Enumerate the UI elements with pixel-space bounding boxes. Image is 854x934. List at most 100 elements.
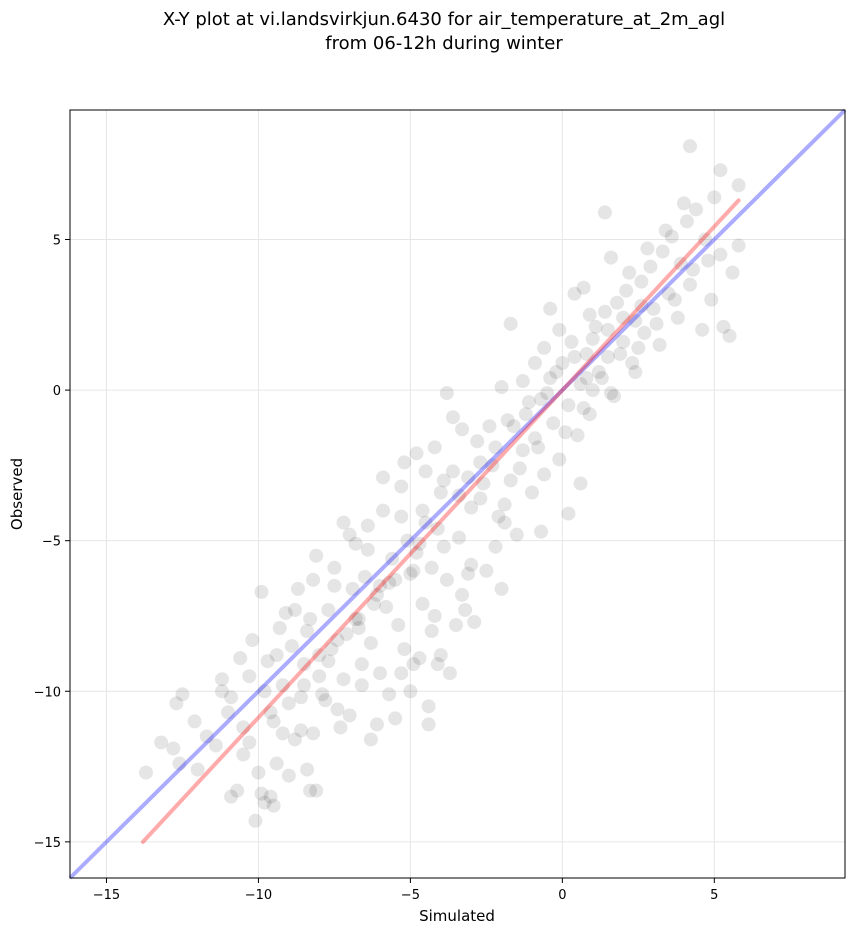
data-point [640, 241, 655, 256]
data-point [652, 337, 667, 352]
data-point [518, 407, 533, 422]
data-point [287, 732, 302, 747]
data-point [306, 726, 321, 741]
data-point [382, 575, 397, 590]
data-point [528, 431, 542, 446]
data-point [549, 365, 564, 380]
data-point [722, 328, 737, 343]
data-point [351, 621, 366, 636]
identity-line [68, 108, 847, 880]
data-point [436, 473, 451, 488]
data-point [655, 244, 670, 259]
data-point [616, 334, 631, 349]
data-point [242, 735, 257, 750]
data-point [376, 470, 391, 485]
data-point [695, 322, 710, 337]
data-point [269, 648, 284, 663]
data-point [415, 596, 430, 611]
reference-lines [68, 108, 847, 880]
data-point [214, 684, 229, 699]
data-point [439, 386, 454, 401]
data-point [214, 672, 229, 687]
data-point [561, 398, 576, 413]
data-point [704, 292, 719, 307]
data-point [552, 322, 567, 337]
data-point [266, 798, 281, 813]
data-point [628, 365, 643, 380]
data-point [275, 678, 290, 693]
data-point [661, 286, 676, 301]
data-point [245, 633, 260, 648]
data-point [312, 669, 327, 684]
data-point [403, 684, 418, 699]
data-point [263, 789, 278, 804]
data-point [458, 602, 473, 617]
data-point [208, 738, 223, 753]
data-point [534, 524, 549, 539]
data-point [394, 479, 409, 494]
data-point [430, 521, 445, 536]
data-point [306, 572, 321, 587]
data-point [339, 627, 354, 642]
data-point [552, 452, 567, 467]
x-tick-label: −5 [401, 888, 420, 903]
data-point [257, 684, 272, 699]
data-point [476, 476, 491, 491]
data-point [485, 458, 500, 473]
data-point [455, 587, 470, 602]
data-point [521, 395, 536, 410]
data-point [537, 340, 552, 355]
data-point [382, 687, 397, 702]
data-point [394, 509, 409, 524]
data-point [366, 596, 381, 611]
y-ticks: −15 −10 −5 0 5 [34, 234, 70, 851]
data-point [646, 301, 661, 316]
x-ticks: −15 −10 −5 0 5 [93, 878, 718, 903]
data-point [500, 413, 515, 428]
data-point [561, 506, 576, 521]
data-point [610, 295, 625, 310]
data-point [622, 265, 637, 280]
data-point [676, 196, 691, 211]
data-point [701, 253, 716, 268]
x-axis-label: Simulated [419, 907, 495, 925]
data-point [224, 789, 239, 804]
data-point [391, 618, 406, 633]
data-point [445, 410, 460, 425]
data-point [628, 313, 643, 328]
data-point [607, 389, 622, 404]
data-point [336, 515, 351, 530]
data-point [582, 407, 597, 422]
data-point [585, 331, 600, 346]
data-point [634, 298, 649, 313]
data-point [494, 380, 509, 395]
x-tick-label: −15 [93, 888, 120, 903]
data-point [321, 654, 336, 669]
data-point [488, 539, 503, 554]
data-point [582, 307, 597, 322]
data-point [613, 346, 628, 361]
regression-line [140, 198, 741, 844]
data-point [461, 566, 476, 581]
data-point [570, 428, 585, 443]
data-point [236, 747, 251, 762]
data-point [236, 720, 251, 735]
data-point [373, 666, 387, 681]
data-point [336, 672, 351, 687]
data-point [360, 518, 375, 533]
data-point [397, 642, 412, 657]
data-point [555, 355, 570, 370]
data-point [363, 636, 378, 651]
data-point [263, 705, 278, 720]
data-point [421, 699, 436, 714]
data-point [373, 578, 387, 593]
data-point [448, 618, 463, 633]
data-point [531, 440, 546, 455]
point-cloud [138, 139, 746, 828]
data-point [461, 470, 476, 485]
grid-lines [70, 110, 845, 878]
data-point [634, 274, 649, 289]
data-point [424, 624, 439, 639]
data-point [309, 548, 324, 563]
data-point [594, 371, 609, 386]
